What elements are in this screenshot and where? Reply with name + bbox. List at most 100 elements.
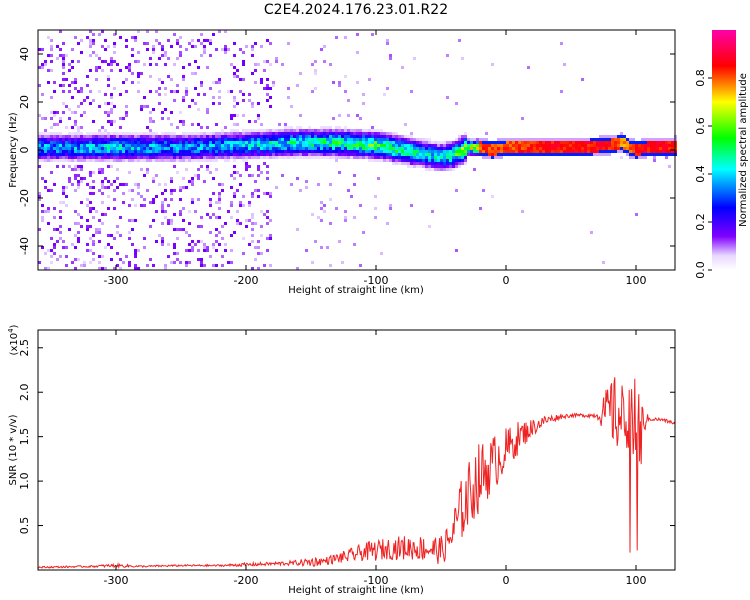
- spectrogram-cell: [599, 147, 602, 150]
- spectrogram-cell: [455, 249, 458, 252]
- spectrogram-cell: [143, 144, 146, 147]
- spectrogram-cell: [320, 201, 323, 204]
- spectrogram-cell: [98, 33, 101, 36]
- spectrogram-cell: [257, 165, 260, 168]
- spectrogram-cell: [98, 219, 101, 222]
- spectrogram-cell: [578, 144, 581, 147]
- spectrogram-cell: [239, 90, 242, 93]
- spectrogram-cell: [326, 129, 329, 132]
- spectrogram-cell: [203, 51, 206, 54]
- spectrogram-cell: [128, 150, 131, 153]
- spectrogram-cell: [365, 144, 368, 147]
- spectrogram-cell: [92, 207, 95, 210]
- spectrogram-cell: [440, 156, 443, 159]
- spectrogram-cell: [194, 87, 197, 90]
- spectrogram-cell: [227, 159, 230, 162]
- spectrogram-cell: [302, 135, 305, 138]
- spectrogram-cell: [383, 141, 386, 144]
- spectrogram-cell: [413, 156, 416, 159]
- spectrogram-cell: [305, 132, 308, 135]
- spectrogram-cell: [128, 138, 131, 141]
- spectrogram-cell: [548, 150, 551, 153]
- spectrogram-cell: [440, 150, 443, 153]
- spectrogram-cell: [86, 144, 89, 147]
- spectrogram-cell: [101, 147, 104, 150]
- spectrogram-cell: [158, 42, 161, 45]
- spectrogram-cell: [119, 147, 122, 150]
- spectrogram-cell: [92, 153, 95, 156]
- spectrogram-cell: [206, 168, 209, 171]
- spectrogram-cell: [275, 60, 278, 63]
- spectrogram-cell: [188, 147, 191, 150]
- spectrogram-cell: [86, 156, 89, 159]
- spectrogram-cell: [317, 141, 320, 144]
- spectrogram-cell: [251, 228, 254, 231]
- spectrogram-cell: [167, 159, 170, 162]
- spectrogram-cell: [344, 75, 347, 78]
- spectrogram-cell: [446, 156, 449, 159]
- spectrogram-cell: [410, 132, 413, 135]
- spectrogram-cell: [491, 63, 494, 66]
- spectrogram-cell: [146, 147, 149, 150]
- spectrogram-cell: [428, 162, 431, 165]
- spectrogram-cell: [182, 66, 185, 69]
- spectrogram-cell: [422, 144, 425, 147]
- spectrogram-cell: [362, 150, 365, 153]
- spectrogram-cell: [287, 42, 290, 45]
- spectrogram-cell: [599, 150, 602, 153]
- spectrogram-cell: [497, 150, 500, 153]
- spectrogram-cell: [272, 141, 275, 144]
- spectrogram-cell: [44, 129, 47, 132]
- spectrogram-cell: [248, 141, 251, 144]
- spectrogram-cell: [92, 240, 95, 243]
- spectrogram-cell: [377, 129, 380, 132]
- spectrogram-x-ticks: -300 -200 -100 0 100: [104, 30, 647, 287]
- spectrogram-cell: [311, 63, 314, 66]
- spectrogram-cell: [575, 144, 578, 147]
- spectrogram-cell: [125, 153, 128, 156]
- spectrogram-x-tick-label: -200: [234, 274, 259, 287]
- spectrogram-cell: [239, 135, 242, 138]
- spectrogram-cell: [425, 168, 428, 171]
- spectrogram-cell: [104, 144, 107, 147]
- spectrogram-cell: [254, 246, 257, 249]
- spectrogram-cell: [260, 150, 263, 153]
- spectrogram-cell: [614, 135, 617, 138]
- spectrogram-cell: [86, 228, 89, 231]
- spectrogram-cell: [425, 144, 428, 147]
- spectrogram-cell: [77, 147, 80, 150]
- spectrogram-cell: [233, 123, 236, 126]
- spectrogram-cell: [557, 150, 560, 153]
- spectrogram-cell: [107, 135, 110, 138]
- spectrogram-cell: [386, 141, 389, 144]
- spectrogram-cell: [167, 243, 170, 246]
- spectrogram-cell: [269, 42, 272, 45]
- spectrogram-cell: [344, 90, 347, 93]
- spectrogram-cell: [185, 132, 188, 135]
- spectrogram-cell: [89, 90, 92, 93]
- spectrogram-cell: [233, 156, 236, 159]
- spectrogram-cell: [74, 156, 77, 159]
- spectrogram-cell: [188, 138, 191, 141]
- spectrogram-cell: [266, 144, 269, 147]
- spectrogram-cell: [53, 156, 56, 159]
- spectrogram-cell: [641, 147, 644, 150]
- spectrogram-cell: [188, 180, 191, 183]
- spectrogram-cell: [659, 141, 662, 144]
- spectrogram-cell: [224, 30, 227, 33]
- spectrogram-cell: [218, 192, 221, 195]
- spectrogram-cell: [467, 147, 470, 150]
- spectrogram-cell: [254, 222, 257, 225]
- spectrogram-cell: [269, 96, 272, 99]
- spectrogram-cell: [236, 135, 239, 138]
- spectrogram-cell: [158, 78, 161, 81]
- spectrogram-cell: [266, 93, 269, 96]
- spectrogram-cell: [212, 246, 215, 249]
- spectrogram-cell: [50, 159, 53, 162]
- spectrogram-cell: [101, 132, 104, 135]
- spectrogram-cell: [218, 78, 221, 81]
- spectrogram-cell: [71, 261, 74, 264]
- spectrogram-cell: [569, 141, 572, 144]
- spectrogram-cell: [119, 267, 122, 270]
